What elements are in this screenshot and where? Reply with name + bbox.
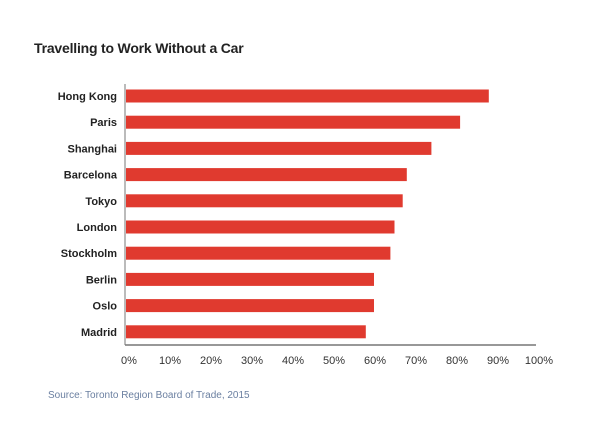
x-tick-label: 60% [364, 355, 386, 367]
x-tick-label: 90% [487, 355, 509, 367]
x-tick-label: 100% [525, 355, 553, 367]
bar-madrid [126, 325, 366, 339]
bar-shanghai [126, 141, 432, 155]
x-tick-label: 80% [446, 355, 468, 367]
x-tick-label: 20% [200, 355, 222, 367]
x-tick-label: 50% [323, 355, 345, 367]
bar-oslo [126, 299, 374, 313]
bar-hong-kong [126, 89, 489, 103]
x-tick-label: 70% [405, 355, 427, 367]
category-label: Oslo [93, 301, 118, 313]
category-label: Barcelona [64, 170, 118, 182]
bar-london [126, 220, 395, 234]
bar-barcelona [126, 168, 407, 182]
bar-paris [126, 115, 461, 129]
category-label: Tokyo [85, 196, 117, 208]
x-tick-label: 30% [241, 355, 263, 367]
bar-berlin [126, 272, 374, 286]
x-tick-label: 10% [159, 355, 181, 367]
category-label: Madrid [81, 327, 117, 339]
category-label: Shanghai [67, 143, 117, 155]
bar-stockholm [126, 246, 391, 260]
x-tick-label: 40% [282, 355, 304, 367]
category-label: Hong Kong [58, 91, 117, 103]
chart-title: Travelling to Work Without a Car [34, 40, 244, 56]
x-tick-label: 0% [121, 355, 137, 367]
category-label: Stockholm [61, 248, 117, 260]
category-label: Berlin [86, 274, 117, 286]
bar-tokyo [126, 194, 403, 208]
source-note: Source: Toronto Region Board of Trade, 2… [48, 390, 250, 401]
category-label: Paris [90, 117, 117, 129]
category-label: London [77, 222, 118, 234]
